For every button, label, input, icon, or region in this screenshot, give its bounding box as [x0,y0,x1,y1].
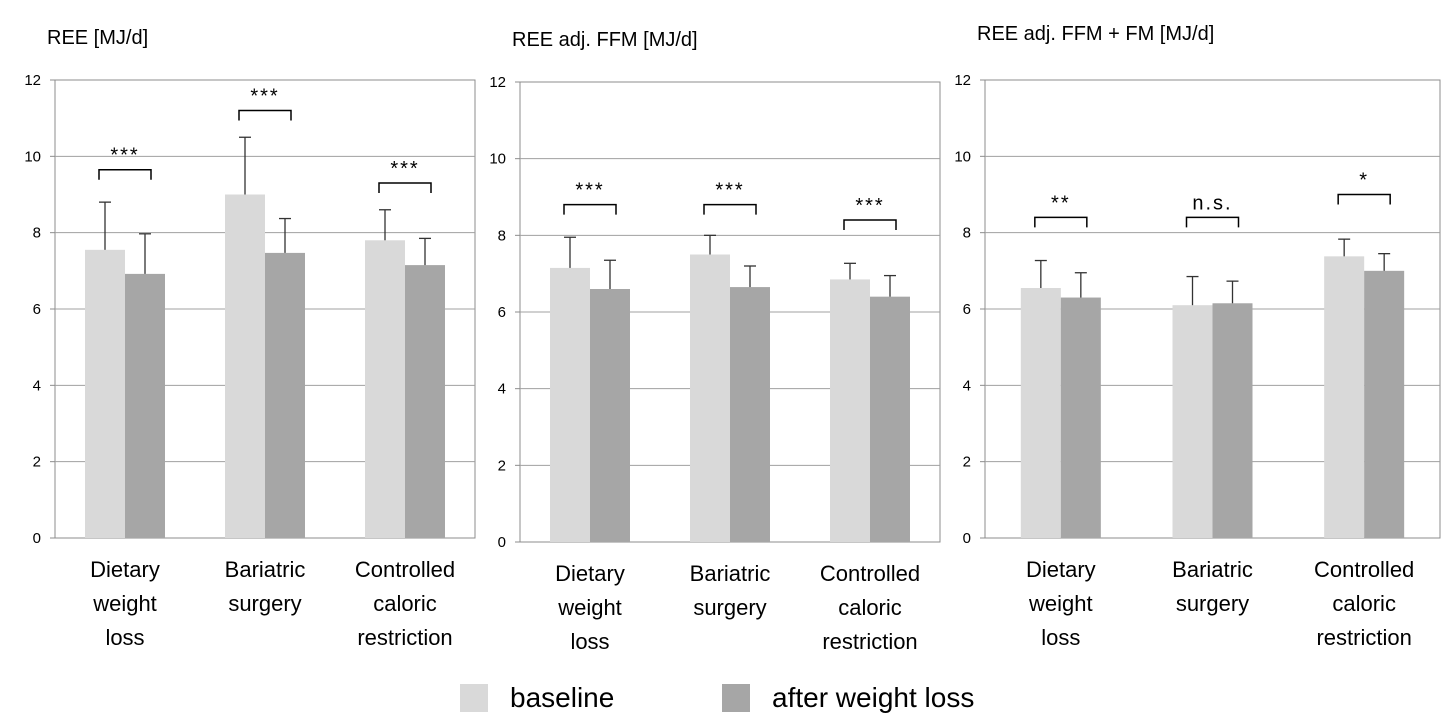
bar-baseline-2 [1172,305,1213,538]
significance-bracket [1034,216,1088,228]
y-tick-label: 6 [498,304,506,321]
bar-baseline-1 [550,267,590,542]
x-category-label: restriction [1316,625,1411,650]
significance-label: *** [390,158,419,180]
y-tick-label: 10 [489,151,506,168]
bar-baseline-3 [365,240,405,539]
bar-after-3 [870,296,910,542]
legend-swatch-baseline [460,684,488,712]
y-tick-label: 12 [954,72,971,89]
bar-after-1 [590,289,630,542]
x-category-label: surgery [228,591,301,616]
y-tick-label: 10 [954,148,971,165]
y-tick-label: 0 [963,530,971,547]
significance-label: *** [715,180,744,202]
x-category-label: caloric [373,591,437,616]
bar-after-2 [730,287,770,542]
y-tick-label: 0 [498,534,506,551]
bar-after-2 [265,252,305,538]
x-category-label: weight [1028,591,1093,616]
y-tick-label: 2 [498,457,506,474]
bar-after-1 [1060,297,1101,538]
panel-title: REE adj. FFM + FM [MJ/d] [977,23,1214,45]
bar-baseline-1 [1020,288,1061,538]
y-tick-label: 0 [33,530,41,547]
legend-label: baseline [510,682,614,713]
bar-after-3 [1364,270,1405,538]
significance-bracket [238,109,292,121]
bar-baseline-3 [830,279,870,542]
x-category-label: weight [557,595,622,620]
panel-title: REE adj. FFM [MJ/d] [512,29,698,51]
x-category-label: Controlled [355,557,455,582]
bar-baseline-3 [1324,256,1365,538]
x-category-label: Dietary [1026,557,1096,582]
significance-bracket [98,168,152,180]
x-category-label: loss [1041,625,1080,650]
x-category-label: caloric [1332,591,1396,616]
significance-bracket [1185,216,1240,228]
x-category-label: surgery [693,595,766,620]
panel-title: REE [MJ/d] [47,27,148,49]
chart-panel-1: REE [MJ/d] 0 2 4 6 8 10 12 *** Dietary weight loss *… [24,27,476,650]
bar-after-2 [1212,303,1253,538]
y-tick-label: 4 [33,377,41,394]
y-tick-label: 4 [963,377,971,394]
x-category-label: Bariatric [690,561,771,586]
significance-label: *** [110,145,139,167]
x-category-label: restriction [357,625,452,650]
bar-after-1 [125,273,165,538]
x-category-label: Controlled [820,561,920,586]
significance-label: *** [575,180,604,202]
y-tick-label: 10 [24,148,41,165]
y-tick-label: 8 [33,225,41,242]
x-category-label: loss [570,629,609,654]
y-tick-label: 6 [33,301,41,318]
y-tick-label: 12 [24,72,41,89]
significance-bracket [378,182,432,194]
bar-after-3 [405,265,445,538]
y-tick-label: 6 [963,301,971,318]
x-category-label: weight [92,591,157,616]
y-tick-label: 12 [489,74,506,91]
bar-baseline-2 [225,194,265,538]
y-tick-label: 4 [498,381,506,398]
significance-bracket [703,203,757,215]
legend: baseline after weight loss [460,682,974,713]
x-category-label: Bariatric [225,557,306,582]
significance-bracket [843,219,897,230]
legend-swatch-after [722,684,750,712]
significance-bracket [1337,193,1391,205]
significance-label: ** [1051,192,1071,214]
x-category-label: caloric [838,595,902,620]
x-category-label: Controlled [1314,557,1414,582]
significance-label: * [1359,170,1369,192]
significance-label: *** [855,195,884,217]
y-tick-label: 2 [963,454,971,471]
x-category-label: Dietary [90,557,160,582]
bar-baseline-1 [85,249,125,538]
significance-label: *** [250,86,279,108]
y-tick-label: 8 [963,225,971,242]
significance-label: n.s. [1192,192,1232,214]
x-category-label: restriction [822,629,917,654]
x-category-label: Bariatric [1172,557,1253,582]
x-category-label: loss [105,625,144,650]
bar-baseline-2 [690,254,730,542]
y-tick-label: 2 [33,454,41,471]
y-tick-label: 8 [498,227,506,244]
x-category-label: surgery [1176,591,1249,616]
chart-panel-3: REE adj. FFM + FM [MJ/d] 0 2 4 6 8 10 12 ** Dieta… [954,23,1441,650]
chart-panel-2: REE adj. FFM [MJ/d] 0 2 4 6 8 10 12 *** Dietary we… [489,29,941,654]
legend-label: after weight loss [772,682,974,713]
significance-bracket [563,203,617,215]
x-category-label: Dietary [555,561,625,586]
